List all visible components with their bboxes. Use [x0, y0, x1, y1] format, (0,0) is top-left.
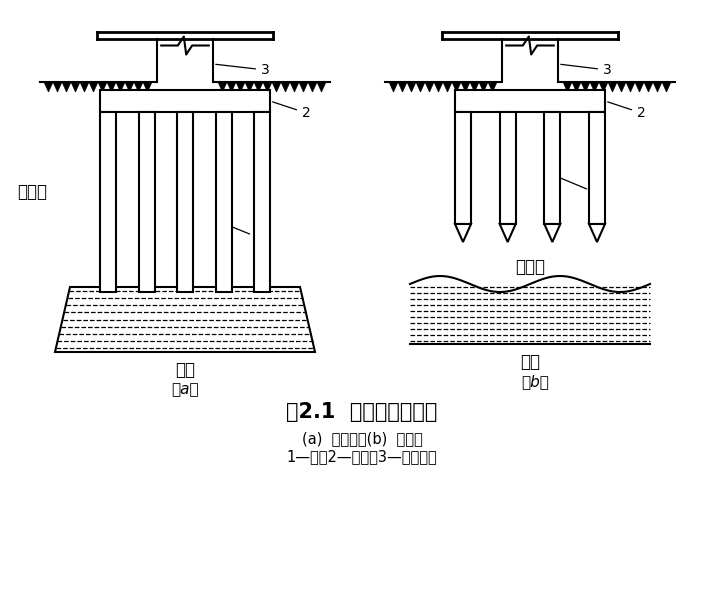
Text: 图2.1  端承桩与摩擦桩: 图2.1 端承桩与摩擦桩 — [286, 402, 438, 422]
Bar — [100, 112, 116, 292]
Text: 1—桩；2—承台；3—上部结构: 1—桩；2—承台；3—上部结构 — [287, 450, 437, 465]
Polygon shape — [317, 82, 326, 92]
Polygon shape — [398, 82, 407, 92]
Polygon shape — [143, 82, 152, 92]
Polygon shape — [455, 224, 471, 242]
Text: 1: 1 — [222, 223, 264, 245]
Polygon shape — [281, 82, 290, 92]
Polygon shape — [107, 82, 116, 92]
Text: (a)  端承桩；(b)  摩擦桩: (a) 端承桩；(b) 摩擦桩 — [302, 432, 422, 447]
Polygon shape — [563, 82, 572, 92]
Polygon shape — [434, 82, 443, 92]
Polygon shape — [572, 82, 581, 92]
Polygon shape — [500, 224, 515, 242]
Bar — [177, 112, 193, 292]
Polygon shape — [80, 82, 89, 92]
Polygon shape — [488, 82, 497, 92]
Polygon shape — [125, 82, 134, 92]
Text: 1: 1 — [560, 178, 601, 200]
Polygon shape — [425, 82, 434, 92]
Text: 2: 2 — [607, 102, 646, 120]
Polygon shape — [590, 82, 599, 92]
Polygon shape — [470, 82, 479, 92]
Polygon shape — [635, 82, 644, 92]
Polygon shape — [662, 82, 671, 92]
Polygon shape — [55, 287, 315, 352]
Polygon shape — [254, 82, 263, 92]
Polygon shape — [416, 82, 425, 92]
Text: 软土层: 软土层 — [515, 258, 545, 276]
Polygon shape — [71, 82, 80, 92]
Polygon shape — [272, 82, 281, 92]
Polygon shape — [98, 82, 107, 92]
Bar — [502, 39, 558, 82]
Polygon shape — [290, 82, 299, 92]
Polygon shape — [608, 82, 617, 92]
Polygon shape — [589, 224, 605, 242]
Text: 3: 3 — [216, 63, 270, 77]
Polygon shape — [653, 82, 662, 92]
Bar — [455, 112, 471, 224]
Polygon shape — [443, 82, 452, 92]
Polygon shape — [236, 82, 245, 92]
Bar — [254, 112, 270, 292]
Bar — [100, 90, 270, 112]
Bar — [455, 90, 605, 112]
Bar — [589, 112, 605, 224]
Polygon shape — [44, 82, 53, 92]
Polygon shape — [581, 82, 590, 92]
Text: （b）: （b） — [521, 374, 549, 389]
Polygon shape — [479, 82, 488, 92]
Polygon shape — [617, 82, 626, 92]
Polygon shape — [599, 82, 608, 92]
Polygon shape — [116, 82, 125, 92]
Text: 3: 3 — [561, 63, 612, 77]
Polygon shape — [626, 82, 635, 92]
Polygon shape — [544, 224, 560, 242]
Bar — [544, 112, 560, 224]
Text: （a）: （a） — [171, 382, 199, 397]
Polygon shape — [62, 82, 71, 92]
Polygon shape — [308, 82, 317, 92]
Text: 硬层: 硬层 — [520, 353, 540, 371]
Polygon shape — [644, 82, 653, 92]
Polygon shape — [263, 82, 272, 92]
Polygon shape — [461, 82, 470, 92]
Polygon shape — [407, 82, 416, 92]
Polygon shape — [245, 82, 254, 92]
Bar — [138, 112, 154, 292]
Polygon shape — [227, 82, 236, 92]
Bar — [157, 39, 213, 82]
Polygon shape — [55, 287, 315, 352]
Polygon shape — [89, 82, 98, 92]
Polygon shape — [452, 82, 461, 92]
Bar — [216, 112, 232, 292]
Polygon shape — [299, 82, 308, 92]
Text: 软土层: 软土层 — [17, 183, 47, 201]
Bar — [500, 112, 515, 224]
Text: 硬层: 硬层 — [175, 361, 195, 379]
Polygon shape — [134, 82, 143, 92]
Text: 2: 2 — [273, 102, 311, 120]
Polygon shape — [53, 82, 62, 92]
Polygon shape — [389, 82, 398, 92]
Polygon shape — [218, 82, 227, 92]
